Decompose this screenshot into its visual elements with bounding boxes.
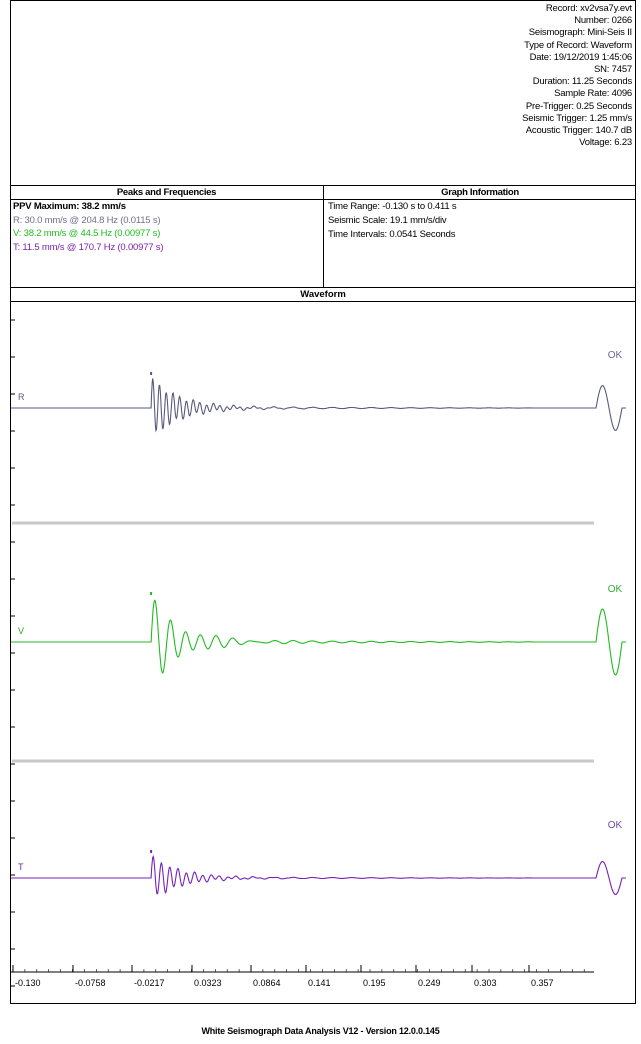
record-info-line: Seismograph: Mini-Seis II <box>528 27 632 39</box>
record-info-lines: Record: xv2vsa7y.evt Number: 0266 Seismogr… <box>522 3 632 149</box>
x-tick-label: 0.303 <box>474 978 497 988</box>
channel-label-v: V <box>18 626 24 636</box>
peaks-panel: Peaks and Frequencies PPV Maximum: 38.2 … <box>10 186 324 287</box>
peak-line-t: T: 11.5 mm/s @ 170.7 Hz (0.00977 s) <box>13 241 164 253</box>
record-info-line: Record: xv2vsa7y.evt <box>545 3 632 14</box>
channel-label-r: R <box>18 392 25 402</box>
x-tick-label: 0.357 <box>531 978 554 988</box>
graph-info-panel: Graph Information Time Range: -0.130 s t… <box>324 186 636 287</box>
record-info-line: Duration: 11.25 Seconds <box>532 76 632 88</box>
record-info-line: Voltage: 6.23 <box>579 137 632 149</box>
record-info-line: Date: 19/12/2019 1:45:06 <box>529 51 633 63</box>
waveform-r <box>11 378 626 433</box>
status-ok-label: OK <box>608 820 623 831</box>
time-intervals: Time Intervals: 0.0541 Seconds <box>328 229 456 240</box>
peaks-title: Peaks and Frequencies <box>10 186 323 200</box>
waveform-chart: R OK V OK T OK -0.130 -0.0758 -0.0217 0.0323 0.086… <box>10 319 626 988</box>
waveform-title: Waveform <box>10 288 636 302</box>
record-info-panel: Record: xv2vsa7y.evt Number: 0266 Seismogr… <box>10 0 636 186</box>
record-info-line: SN: 7457 <box>593 64 632 76</box>
record-info-line: Sample Rate: 4096 <box>554 88 632 100</box>
x-tick-label: -0.0758 <box>75 978 106 988</box>
peak-line-r: R: 30.0 mm/s @ 204.8 Hz (0.0115 s) <box>13 214 161 226</box>
record-info-line: Acoustic Trigger: 140.7 dB <box>525 125 632 137</box>
time-range: Time Range: -0.130 s to 0.411 s <box>328 201 457 212</box>
ppv-maximum: PPV Maximum: 38.2 mm/s <box>13 201 126 212</box>
peak-line-v: V: 38.2 mm/s @ 44.5 Hz (0.00977 s) <box>13 228 161 239</box>
x-tick-label: -0.0217 <box>134 978 165 988</box>
x-tick-label: 0.141 <box>308 978 331 988</box>
seismic-scale: Seismic Scale: 19.1 mm/s/div <box>328 215 447 226</box>
record-info-line: Type of Record: Waveform <box>524 39 632 51</box>
graph-info-title: Graph Information <box>324 186 636 200</box>
report-frame <box>10 0 636 1004</box>
record-info-line: Number: 0266 <box>574 15 632 27</box>
x-tick-label: 0.0864 <box>253 978 281 988</box>
waveform-t <box>11 854 626 895</box>
status-ok-label: OK <box>608 584 623 595</box>
x-tick-label: 0.0323 <box>194 978 222 988</box>
status-ok-label: OK <box>608 350 623 361</box>
record-info-line: Seismic Trigger: 1.25 mm/s <box>522 112 632 124</box>
waveform-v <box>11 599 626 676</box>
summary-panels: Peaks and Frequencies PPV Maximum: 38.2 … <box>10 186 636 288</box>
record-info-line: Pre-Trigger: 0.25 Seconds <box>525 100 632 112</box>
footer-version: White Seismograph Data Analysis V12 - Ve… <box>201 1026 440 1036</box>
channel-label-t: T <box>18 862 24 872</box>
x-tick-label: 0.195 <box>363 978 386 988</box>
x-tick-label: -0.130 <box>15 978 41 988</box>
x-tick-label: 0.249 <box>418 978 441 988</box>
